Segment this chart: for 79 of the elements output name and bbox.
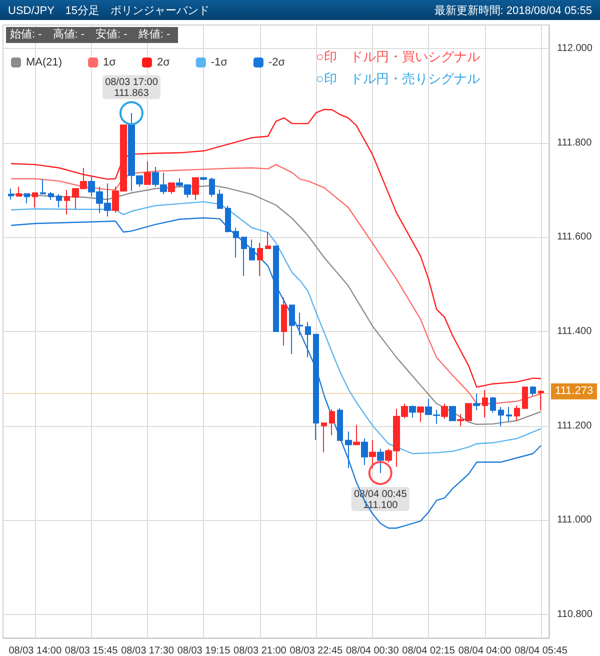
x-tick-label: 08/04 05:45 (514, 646, 568, 656)
candlestick (409, 405, 416, 418)
candlestick (249, 239, 255, 260)
candlestick (64, 190, 70, 216)
candlestick (337, 408, 343, 441)
candlestick (482, 389, 488, 418)
candlestick (305, 322, 311, 358)
candlestick (209, 177, 215, 198)
x-tick-label: 08/03 21:00 (234, 646, 287, 656)
candlestick (273, 246, 279, 332)
candlestick (353, 424, 360, 446)
ref-line-label: 111.273 (554, 384, 594, 397)
candlestick (265, 232, 271, 250)
line-series (10, 108, 542, 388)
x-tick-label: 08/04 02:15 (402, 646, 456, 656)
candlestick (313, 334, 319, 440)
chart-subtitle: 最新更新時間: 2018/08/04 05:55 (434, 4, 592, 18)
y-tick-label: 111.800 (557, 137, 592, 148)
x-tick-label: 08/03 15:45 (64, 646, 118, 656)
y-tick-label: 111.400 (557, 326, 592, 337)
candlestick (8, 188, 14, 200)
annotation: ○印 ドル円・売りシグナル (316, 71, 480, 86)
candlestick (522, 386, 528, 409)
candlestick (241, 236, 247, 276)
y-tick-label: 112.000 (557, 43, 593, 54)
annotation: 始値: - 高値: - 安値: - 終値: - (10, 28, 170, 40)
x-tick-label: 08/03 22:45 (290, 646, 343, 656)
candlestick (514, 405, 520, 422)
candlestick (361, 438, 368, 466)
candlestick (345, 430, 352, 469)
y-tick-label: 111.200 (557, 420, 592, 432)
candlestick (257, 242, 263, 276)
candlestick (192, 177, 199, 200)
candlestick (498, 406, 504, 427)
annotation: 08/03 17:00 111.863 (105, 77, 158, 100)
candlestick (377, 448, 384, 474)
candlestick (329, 408, 335, 436)
candlestick (490, 396, 496, 414)
line-series (10, 164, 542, 404)
x-tick-label: 08/04 00:30 (346, 646, 400, 656)
candlestick (48, 191, 54, 200)
legend-label: -1σ (210, 56, 228, 68)
x-tick-label: 08/03 17:30 (121, 646, 174, 656)
y-tick-label: 111.600 (557, 232, 592, 243)
y-tick-label: 111.000 (557, 514, 592, 526)
candlestick (200, 176, 207, 181)
candlestick (40, 178, 46, 195)
x-tick-label: 08/04 04:00 (458, 646, 512, 656)
candlestick (449, 406, 456, 422)
candlestick (530, 386, 536, 396)
candlestick (369, 439, 376, 469)
candlestick (417, 406, 424, 423)
line-series (10, 184, 542, 425)
annotation: ○印 ドル円・買いシグナル (316, 49, 480, 64)
candlestick (168, 182, 175, 194)
chart-title: USD/JPY 15分足 ボリンジャーバンド (8, 4, 210, 18)
y-tick-label: 110.800 (557, 608, 593, 620)
x-tick-label: 08/03 19:15 (177, 646, 231, 656)
candlestick (24, 193, 30, 204)
legend-label: -2σ (268, 56, 286, 68)
candlestick (217, 189, 223, 209)
candlestick (289, 304, 295, 355)
x-tick-label: 08/03 14:00 (8, 646, 62, 656)
candlestick (441, 403, 448, 420)
candlestick (281, 297, 287, 346)
legend-label: 1σ (103, 56, 116, 68)
candlestick (297, 312, 303, 336)
candlestick (16, 186, 22, 197)
candlestick (56, 194, 62, 208)
legend-label: 2σ (156, 56, 170, 68)
candlestick (233, 227, 239, 258)
candlestick (144, 160, 151, 185)
line-series (10, 201, 542, 454)
legend-label: MA(21) (26, 56, 62, 68)
candlestick (473, 393, 480, 411)
candlestick (321, 422, 327, 453)
candlestick (538, 390, 544, 411)
candlestick (506, 406, 512, 422)
candlestick (32, 192, 38, 208)
